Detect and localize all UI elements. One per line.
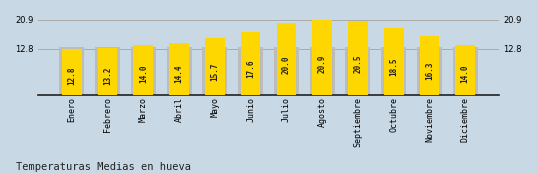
Bar: [417, 47, 442, 95]
Text: 14.4: 14.4: [175, 64, 184, 83]
Bar: [274, 47, 299, 95]
Bar: [95, 47, 120, 95]
Bar: [205, 38, 224, 95]
Bar: [59, 47, 84, 95]
Bar: [384, 28, 403, 95]
Bar: [277, 23, 296, 95]
Bar: [238, 47, 263, 95]
Text: 20.9: 20.9: [318, 54, 326, 73]
Text: 12.8: 12.8: [67, 67, 76, 85]
Bar: [98, 48, 118, 95]
Bar: [202, 47, 227, 95]
Bar: [313, 19, 332, 95]
Text: 20.0: 20.0: [282, 56, 291, 74]
Bar: [345, 47, 371, 95]
Text: 20.5: 20.5: [353, 55, 362, 73]
Text: 16.3: 16.3: [425, 61, 434, 80]
Bar: [131, 47, 156, 95]
Bar: [419, 36, 439, 95]
Bar: [348, 21, 368, 95]
Bar: [169, 43, 189, 95]
Text: 15.7: 15.7: [211, 62, 219, 81]
Bar: [455, 45, 475, 95]
Text: 17.6: 17.6: [246, 59, 255, 78]
Text: 14.0: 14.0: [139, 65, 148, 83]
Bar: [241, 31, 260, 95]
Bar: [381, 47, 406, 95]
Text: Temperaturas Medias en hueva: Temperaturas Medias en hueva: [16, 162, 191, 172]
Bar: [166, 47, 192, 95]
Text: 13.2: 13.2: [103, 66, 112, 85]
Bar: [310, 47, 335, 95]
Bar: [453, 47, 478, 95]
Bar: [62, 49, 82, 95]
Text: 18.5: 18.5: [389, 58, 398, 76]
Bar: [134, 45, 153, 95]
Text: 14.0: 14.0: [461, 65, 470, 83]
